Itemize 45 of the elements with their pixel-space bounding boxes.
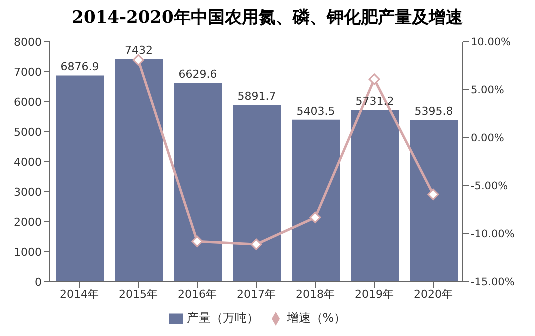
y-tick-label: 5000 xyxy=(14,126,42,139)
y-tick-label: 4000 xyxy=(14,156,42,169)
data-label: 5403.5 xyxy=(296,104,336,118)
point xyxy=(428,188,440,200)
y2-tick-label: -10.00% xyxy=(471,228,515,241)
chart-title: 2014-2020年中国农用氮、磷、钾化肥产量及增速 xyxy=(71,7,464,30)
x-tick-label: 2014年 xyxy=(60,288,99,301)
y-tick-label: 8000 xyxy=(14,36,42,49)
point xyxy=(310,212,322,224)
data-label: 6629.6 xyxy=(178,68,218,82)
x-tick-label: 2017年 xyxy=(237,288,276,301)
x-tick-label: 2020年 xyxy=(414,288,453,301)
data-label: 5395.8 xyxy=(414,105,454,118)
data-label: 6876.9 xyxy=(60,60,100,74)
y2-tick-label: 5.00% xyxy=(471,84,504,97)
bar xyxy=(56,76,104,282)
y-tick-label: 1000 xyxy=(14,246,42,259)
bar xyxy=(292,120,340,282)
y2-tick-label: 0.00% xyxy=(471,132,504,145)
point xyxy=(132,54,144,66)
y-tick-label: 3000 xyxy=(14,186,42,199)
bar xyxy=(410,120,458,282)
legend-label: 增速（%） xyxy=(286,311,346,325)
y2-tick-label: 10.00% xyxy=(471,36,512,49)
data-label: 5731.2 xyxy=(356,95,394,108)
bar xyxy=(233,105,281,282)
x-tick-label: 2016年 xyxy=(178,288,217,301)
y2-tick-label: -15.00% xyxy=(471,276,515,289)
data-label: 7432 xyxy=(125,44,153,58)
data-label: 5891.7 xyxy=(238,90,276,104)
legend-label: 产量（万吨） xyxy=(186,311,259,325)
x-tick-label: 2019年 xyxy=(355,288,394,301)
bar xyxy=(174,83,222,282)
x-tick-label: 2018年 xyxy=(296,288,335,301)
point xyxy=(368,74,380,86)
y-tick-label: 0 xyxy=(35,276,42,289)
y-tick-label: 6000 xyxy=(14,96,42,109)
y-tick-label: 2000 xyxy=(14,216,42,229)
point xyxy=(192,236,204,248)
x-tick-label: 2015年 xyxy=(119,288,158,301)
y-tick-label: 7000 xyxy=(14,66,42,79)
point xyxy=(250,238,262,250)
bar xyxy=(115,59,163,282)
bar xyxy=(351,110,399,282)
y2-tick-label: -5.00% xyxy=(471,180,508,193)
